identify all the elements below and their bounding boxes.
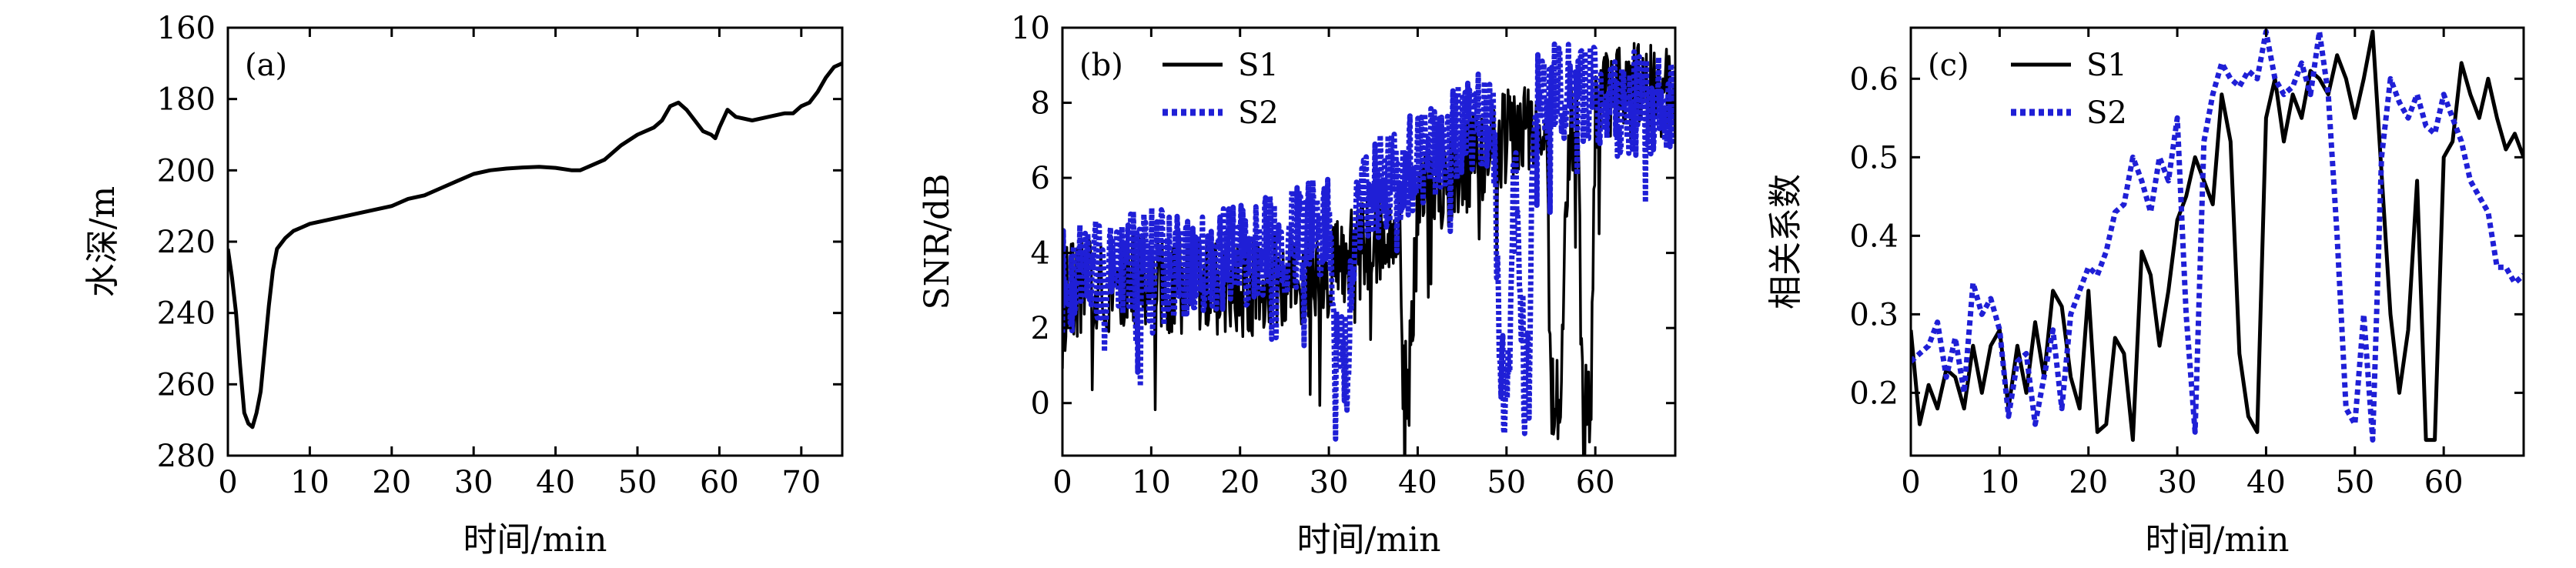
- y-axis-title: 水深/m: [83, 186, 122, 298]
- y-tick-label: 2: [1031, 311, 1050, 346]
- legend-label-s1: S1: [1238, 48, 1279, 83]
- x-tick-label: 40: [2246, 465, 2286, 500]
- plot-area: [1062, 41, 1675, 456]
- x-tick-label: 50: [618, 465, 657, 500]
- panel-a: 0 10 20 30 40 50 60 70 160 180 200 220 240 260 280 时间/m…: [83, 11, 844, 560]
- x-tick-label: 30: [454, 465, 493, 500]
- panel-label-b: (b): [1079, 48, 1123, 83]
- y-axis-title: 相关系数: [1766, 174, 1805, 309]
- y-tick-label: 0: [1031, 386, 1050, 422]
- y-tick-label: 260: [157, 367, 216, 403]
- x-axis-title: 时间/min: [2146, 520, 2290, 560]
- panel-c: 0 10 20 30 40 50 60 0.2 0.3 0.4 0.5 0.6 时间/min 相关系数 (c…: [1766, 26, 2525, 560]
- legend-label-s2: S2: [2086, 95, 2127, 131]
- y-tick-label: 280: [157, 439, 216, 474]
- x-tick-label: 10: [1980, 465, 2019, 500]
- axes-frame: [1061, 26, 1677, 457]
- x-tick-label: 50: [2335, 465, 2374, 500]
- y-tick-label: 0.6: [1849, 62, 1899, 97]
- x-tick-label: 40: [536, 465, 575, 500]
- y-tick-label: 220: [157, 225, 216, 260]
- x-tick-label: 20: [372, 465, 411, 500]
- plot-area: [1911, 28, 2524, 443]
- x-tick-label: 60: [700, 465, 739, 500]
- series-line-s2: [1062, 41, 1675, 442]
- y-tick-label: 0.3: [1849, 297, 1899, 332]
- y-tick-label: 0.4: [1849, 219, 1899, 254]
- x-tick-label: 20: [2069, 465, 2108, 500]
- y-tick-label: 180: [157, 82, 216, 118]
- x-tick-label: 70: [781, 465, 821, 500]
- x-tick-label: 0: [218, 465, 237, 500]
- x-tick-label: 40: [1398, 465, 1437, 500]
- series-line-s2: [1911, 28, 2524, 443]
- panel-label-c: (c): [1928, 48, 1969, 83]
- y-tick-label: 240: [157, 296, 216, 332]
- x-tick-label: 0: [1052, 465, 1072, 500]
- y-tick-label: 4: [1031, 236, 1050, 272]
- series-line-depth: [228, 62, 842, 429]
- y-tick-label: 200: [157, 153, 216, 189]
- x-tick-label: 10: [1132, 465, 1171, 500]
- y-tick-label: 10: [1011, 11, 1050, 46]
- x-tick-label: 30: [2158, 465, 2197, 500]
- x-tick-label: 50: [1487, 465, 1526, 500]
- y-tick-label: 160: [157, 11, 216, 46]
- y-tick-label: 0.2: [1849, 376, 1899, 411]
- panel-label-a: (a): [245, 48, 287, 83]
- y-axis-title: SNR/dB: [918, 173, 957, 309]
- x-axis-title: 时间/min: [1297, 520, 1441, 560]
- x-axis-title: 时间/min: [463, 520, 607, 560]
- x-tick-label: 30: [1310, 465, 1349, 500]
- y-tick-label: 8: [1031, 86, 1050, 122]
- x-tick-label: 0: [1901, 465, 1920, 500]
- axes-frame: [1909, 26, 2525, 457]
- x-tick-label: 20: [1220, 465, 1260, 500]
- y-tick-label: 0.5: [1849, 140, 1899, 175]
- legend-label-s2: S2: [1238, 95, 1279, 131]
- legend-label-s1: S1: [2086, 48, 2127, 83]
- x-tick-label: 60: [2424, 465, 2464, 500]
- plot-area: [228, 62, 842, 429]
- y-tick-label: 6: [1031, 161, 1050, 196]
- x-tick-label: 60: [1576, 465, 1615, 500]
- x-tick-label: 10: [290, 465, 330, 500]
